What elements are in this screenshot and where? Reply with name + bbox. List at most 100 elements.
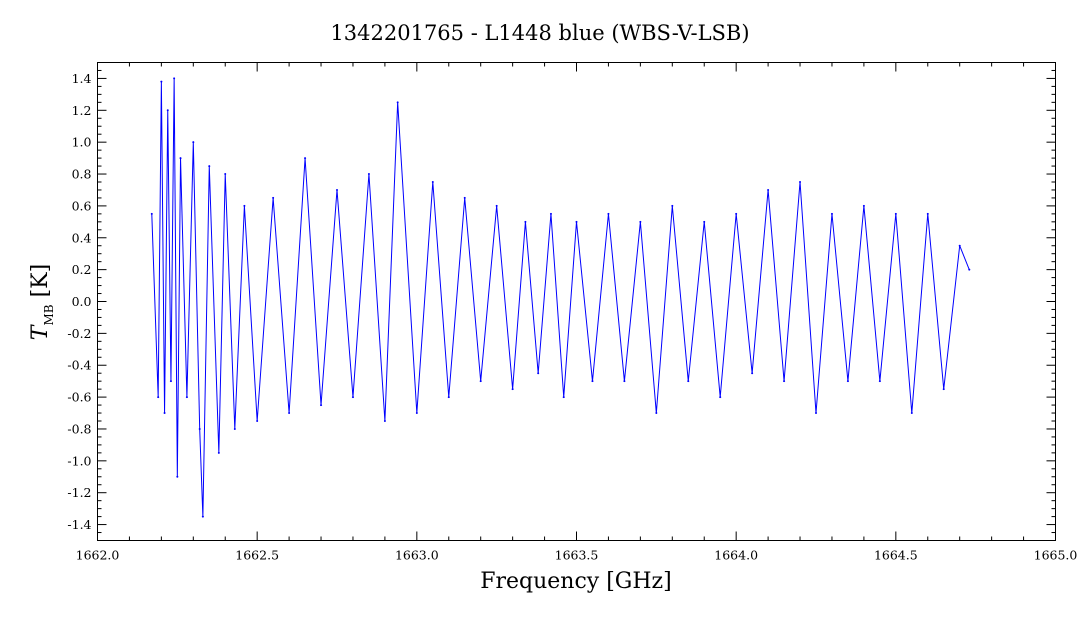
data-point [607,212,610,215]
data-point [447,396,450,399]
y-axis: 1.4 1.2 1.0 0.8 0.6 0.4 0.2 0.0 -0.2 -0.4 -0.6 -0.8… [67,69,1056,534]
x-tick-label: 1663.0 [395,548,439,563]
data-point [549,212,552,215]
data-point [562,396,565,399]
y-tick-label: 0.2 [72,262,92,277]
data-point [767,188,770,191]
y-tick-label: 1.0 [72,135,92,150]
data-point [288,412,291,415]
data-point [511,388,514,391]
data-point [910,412,913,415]
data-point [320,404,323,407]
data-point [799,181,802,183]
y-tick-label: 0.8 [72,167,92,182]
data-point [639,220,642,223]
data-point [591,380,594,383]
data-point [198,427,201,430]
data-point [894,212,897,215]
data-point [163,412,166,415]
data-point [537,372,540,375]
svg-text:TMB [K]: TMB [K] [28,264,56,340]
x-tick-label: 1664.5 [874,548,918,563]
data-point [671,204,674,207]
x-tick-label: 1664.0 [714,548,758,563]
data-point [272,196,275,199]
y-tick-label: -0.4 [67,358,91,373]
x-tick-label: 1662.0 [76,548,120,563]
y-axis-label-main: T [28,323,53,340]
y-tick-label: -1.4 [67,517,91,532]
data-point [173,77,176,80]
data-point [150,212,153,215]
data-point [655,412,658,415]
y-axis-label: TMB [K] [28,264,56,340]
data-point [201,515,204,518]
data-point [208,165,211,168]
y-tick-label: 1.2 [72,103,92,118]
y-tick-label: -1.2 [67,485,91,500]
data-point [830,212,833,215]
data-point [431,181,434,183]
data-point [968,268,971,271]
data-point [185,396,188,399]
data-point [233,427,236,430]
data-point [169,380,172,383]
data-point [479,380,482,383]
data-point [160,80,163,83]
x-tick-label: 1662.5 [235,548,279,563]
y-tick-label: 0.4 [72,230,92,245]
data-point [304,157,307,160]
data-point [575,220,578,223]
data-point [256,420,259,422]
x-tick-label: 1665.0 [1034,548,1078,563]
data-point [623,380,626,383]
data-point [396,101,399,104]
data-point [878,380,881,383]
data-point [942,388,945,391]
data-point [415,412,418,415]
data-point [524,220,527,223]
y-tick-label: -1.0 [67,453,91,468]
data-point [351,396,354,399]
y-tick-label: 0.0 [72,294,92,309]
y-axis-label-sub: MB [42,304,56,325]
plot-frame [97,62,1056,541]
data-point [815,412,817,415]
plot-area [150,77,971,518]
x-tick-label: 1663.5 [555,548,599,563]
data-point [217,451,220,454]
x-axis-label: Frequency [GHz] [480,569,672,594]
data-point [166,109,169,112]
x-axis: 1662.0 1662.5 1663.0 1663.5 1664.0 1664.5 1665… [76,62,1078,563]
data-point [243,204,246,207]
chart-title: 1342201765 - L1448 blue (WBS-V-LSB) [330,21,749,45]
y-tick-label: -0.2 [67,326,91,341]
data-point [495,204,498,207]
y-tick-label: -0.8 [67,421,91,436]
data-point [846,380,849,383]
data-point [862,204,865,207]
y-tick-label: 1.4 [72,71,92,86]
data-point [224,173,227,176]
data-point [157,396,160,399]
data-point [336,188,338,191]
spectrum-line [151,77,970,518]
data-point [176,475,179,478]
data-point [687,380,690,383]
data-point [383,420,386,422]
data-point [367,173,370,176]
data-point [192,141,195,144]
data-point [958,244,961,247]
data-point [463,196,466,199]
data-point [703,220,706,223]
data-point [179,157,182,160]
data-point [926,212,929,215]
data-point [783,380,786,383]
y-tick-label: 0.6 [72,198,92,213]
data-point [719,396,722,399]
y-tick-label: -0.6 [67,390,91,405]
data-point [735,212,738,215]
data-point [751,372,754,375]
y-axis-label-unit: [K] [28,264,53,305]
